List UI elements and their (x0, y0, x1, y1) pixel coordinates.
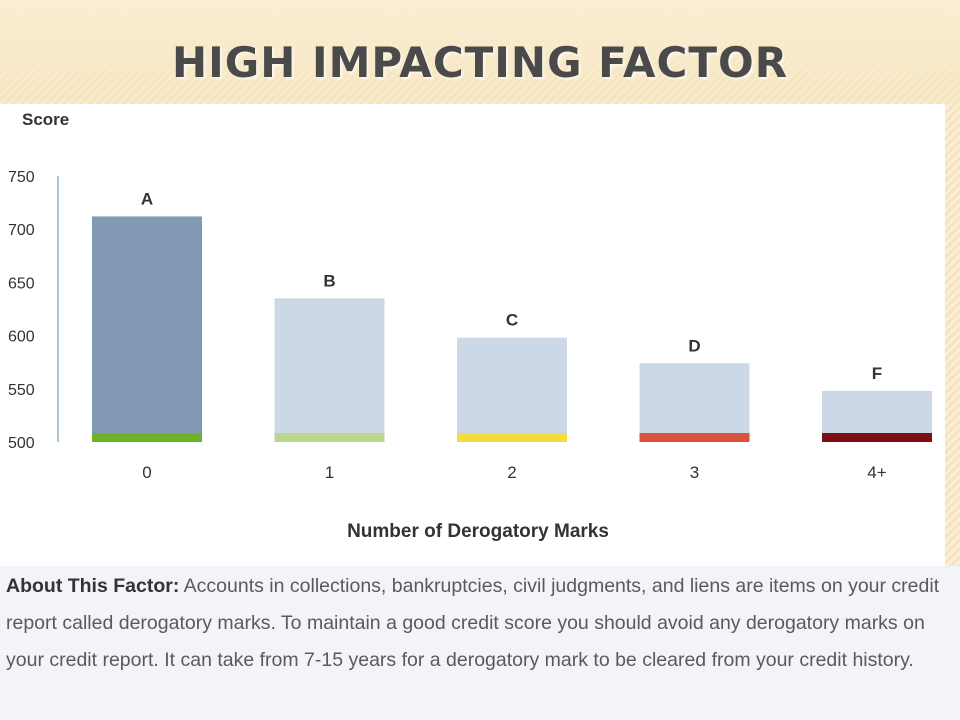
x-tick-label: 2 (507, 463, 516, 482)
y-tick-label: 750 (8, 169, 35, 186)
bar (92, 216, 202, 442)
about-body: Accounts in collections, bankruptcies, c… (6, 575, 940, 671)
y-ticks: 750 700 650 600 550 500 (8, 169, 35, 452)
bar-base-stripe (822, 433, 932, 442)
x-tick-label: 4+ (867, 463, 886, 482)
x-tick-label: 1 (325, 463, 334, 482)
bar-base-stripe (639, 433, 750, 442)
bar-chart: Score Number of Derogatory Marks 750 700 6… (8, 110, 932, 542)
y-tick-label: 500 (8, 435, 35, 452)
x-tick-label: 3 (690, 463, 699, 482)
bar (639, 363, 750, 442)
about-text: About This Factor: Accounts in collectio… (6, 566, 946, 679)
bar-label: F (872, 364, 882, 383)
bars: A 0 B 1 C 2 D 3 F 4+ (92, 189, 932, 482)
bar (457, 337, 567, 442)
x-axis-label: Number of Derogatory Marks (347, 521, 609, 542)
y-tick-label: 700 (8, 222, 35, 239)
bar-base-stripe (274, 433, 385, 442)
about-label: About This Factor: (6, 575, 180, 597)
y-tick-label: 600 (8, 329, 35, 346)
y-axis-label: Score (22, 110, 69, 129)
about-panel: About This Factor: Accounts in collectio… (0, 566, 960, 720)
y-tick-label: 650 (8, 275, 35, 292)
slide-title: HIGH IMPACTING FACTOR (171, 38, 789, 87)
bar-label: C (506, 311, 518, 330)
x-tick-label: 0 (142, 463, 151, 482)
bar-label: A (141, 189, 153, 208)
title-band (0, 0, 960, 102)
bar (274, 298, 385, 442)
bar-label: D (688, 336, 700, 355)
bar-base-stripe (92, 433, 202, 442)
y-tick-label: 550 (8, 382, 35, 399)
bar-label: B (323, 271, 335, 290)
bar-base-stripe (457, 433, 567, 442)
chart-panel: Score Number of Derogatory Marks 750 700 6… (0, 104, 945, 566)
